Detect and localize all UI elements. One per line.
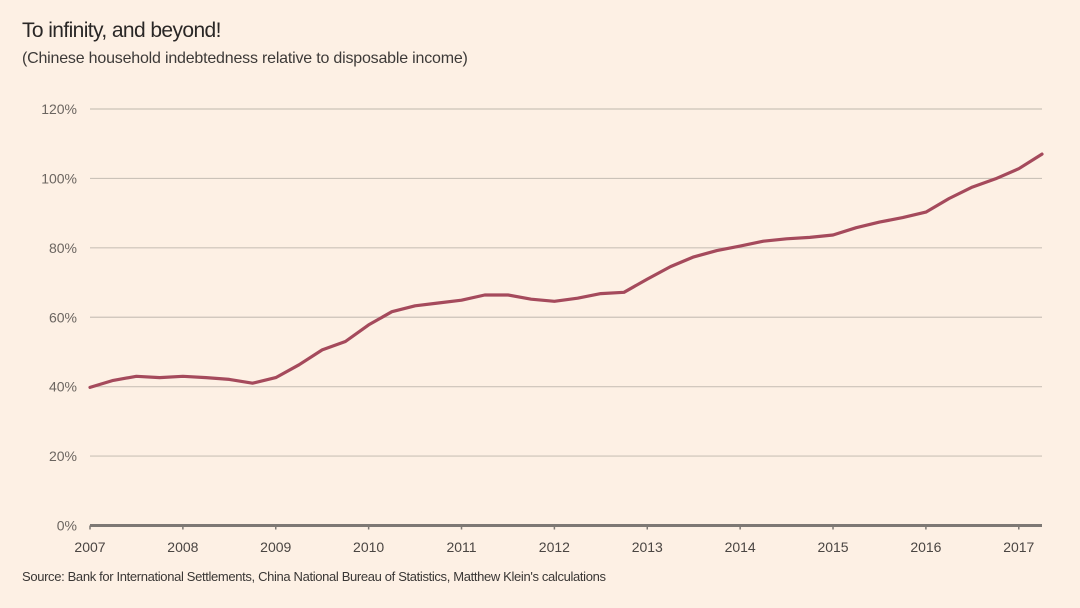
y-tick-label: 80%	[49, 240, 77, 256]
x-tick-label: 2010	[353, 539, 384, 555]
x-tick-label: 2007	[74, 539, 105, 555]
x-tick-label: 2011	[446, 539, 476, 555]
x-tick-label: 2017	[1003, 539, 1034, 555]
y-tick-label: 20%	[49, 448, 77, 464]
x-tick-label: 2014	[725, 539, 756, 555]
y-tick-label: 120%	[41, 101, 77, 117]
source-note: Source: Bank for International Settlemen…	[22, 569, 606, 584]
chart-title: To infinity, and beyond!	[22, 19, 221, 42]
y-axis-tick-labels: 0% 20% 40% 60% 80% 100% 120%	[41, 101, 77, 534]
x-tick-label: 2013	[632, 539, 663, 555]
x-tick-label: 2009	[260, 539, 291, 555]
x-tick-label: 2012	[539, 539, 570, 555]
chart-subtitle: (Chinese household indebtedness relative…	[22, 50, 468, 67]
series-line	[88, 152, 1044, 389]
x-axis	[89, 524, 1042, 530]
x-axis-tick-labels: 2007 2008 2009 2010 2011 2012 2013 2014 2015 2016…	[74, 539, 1034, 555]
series-layer	[88, 152, 1044, 389]
y-tick-label: 60%	[49, 309, 77, 325]
gridlines	[90, 108, 1042, 457]
y-tick-label: 40%	[49, 379, 77, 395]
x-tick-label: 2008	[167, 539, 198, 555]
y-tick-label: 100%	[41, 170, 77, 186]
y-tick-label: 0%	[57, 518, 77, 534]
x-tick-label: 2016	[910, 539, 941, 555]
x-tick-label: 2015	[817, 539, 848, 555]
